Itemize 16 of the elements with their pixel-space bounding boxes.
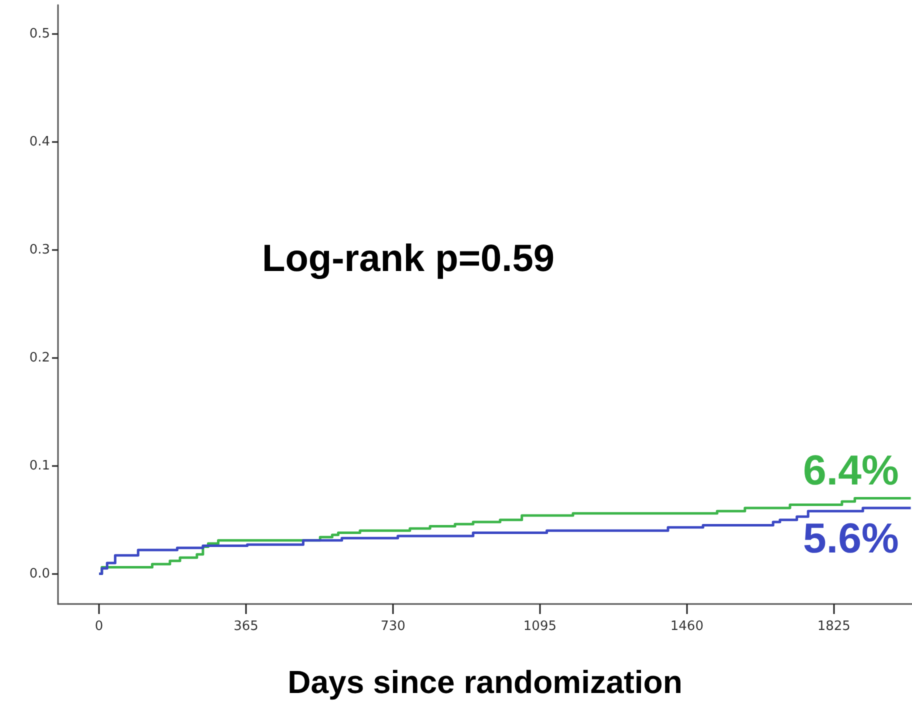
x-tick-label: 1460 [670,619,704,634]
y-tick-label: 0.4 [29,134,50,150]
x-tick-label: 1825 [817,619,850,634]
annotation: 6.4% [803,446,899,494]
y-tick-label: 0.3 [29,242,50,258]
y-tick-label: 0.1 [29,458,50,474]
y-tick-label: 0.0 [29,566,50,582]
annotation: Log-rank p=0.59 [262,238,554,280]
x-tick-label: 365 [234,619,258,634]
x-axis-title: Days since randomization [288,664,682,700]
x-tick-label: 1095 [523,619,557,634]
annotation: 5.6% [803,514,899,562]
y-tick-label: 0.2 [29,350,50,366]
y-tick-label: 0.5 [29,26,50,42]
x-tick-label: 730 [380,619,406,634]
x-tick-label: 0 [94,619,104,634]
